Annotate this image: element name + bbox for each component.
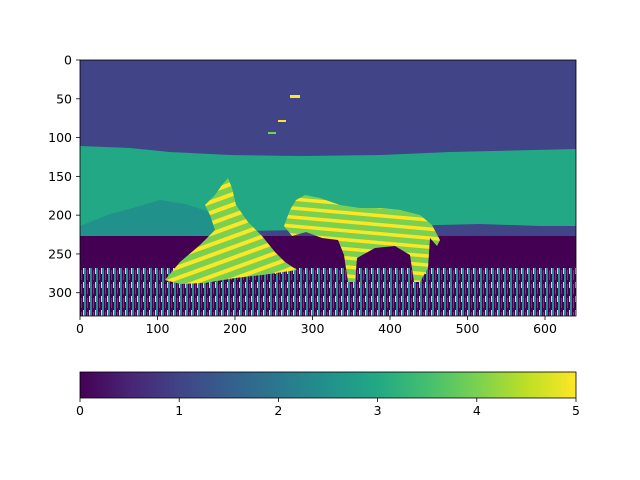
- x-tick-label: 100: [146, 321, 170, 336]
- x-tick-label: 400: [378, 321, 402, 336]
- heatmap-image: [80, 60, 576, 316]
- y-tick-label: 150: [48, 169, 72, 184]
- bird-3: [268, 132, 276, 134]
- colorbar-tick-label: 4: [473, 403, 481, 418]
- y-tick-label: 300: [48, 285, 72, 300]
- colorbar-tick-label: 2: [274, 403, 282, 418]
- y-tick-label: 100: [48, 130, 72, 145]
- y-axis: 0 50 100 150 200 250 300: [48, 53, 80, 300]
- y-tick-label: 250: [48, 246, 72, 261]
- x-tick-label: 0: [76, 321, 84, 336]
- colorbar-axis: 0 1 2 3 4 5: [76, 398, 580, 418]
- bird-2: [278, 120, 286, 122]
- zebra-right: [284, 195, 440, 282]
- grass-region: [80, 268, 576, 316]
- colorbar: [80, 372, 576, 398]
- x-tick-label: 300: [301, 321, 325, 336]
- colorbar-frame: [79, 371, 577, 399]
- x-tick-label: 200: [223, 321, 247, 336]
- colorbar-tick-label: 1: [175, 403, 183, 418]
- x-tick-label: 500: [456, 321, 480, 336]
- mountain-region: [80, 200, 230, 238]
- colorbar-tick-label: 5: [572, 403, 580, 418]
- y-tick-label: 50: [56, 91, 72, 106]
- bird-1: [290, 95, 300, 98]
- y-tick-label: 0: [64, 53, 72, 68]
- x-tick-label: 600: [533, 321, 557, 336]
- plot-frame: [79, 59, 577, 317]
- x-axis: 0 100 200 300 400 500 600: [76, 316, 557, 336]
- colorbar-tick-label: 3: [374, 403, 382, 418]
- colorbar-tick-label: 0: [76, 403, 84, 418]
- y-tick-label: 200: [48, 208, 72, 223]
- zebra-left: [165, 178, 297, 284]
